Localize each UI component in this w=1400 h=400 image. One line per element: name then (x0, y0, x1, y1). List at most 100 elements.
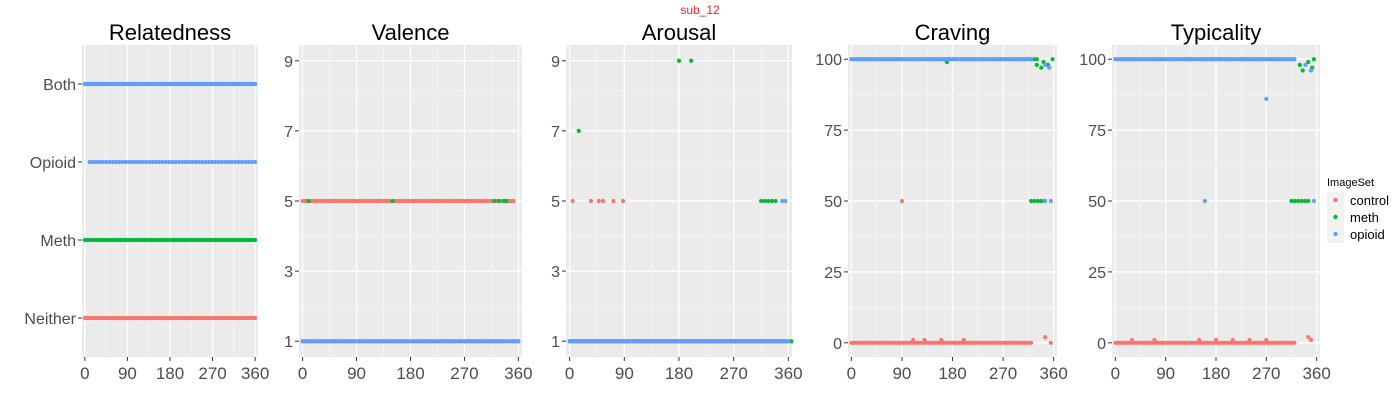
data-point-control (1247, 337, 1252, 343)
y-tick-label: Both (43, 77, 76, 94)
data-point-opioid (588, 339, 594, 344)
y-tick-label: 25 (1088, 265, 1106, 282)
data-point-opioid (689, 339, 694, 344)
data-point-opioid (740, 339, 745, 344)
data-point-opioid (210, 159, 215, 165)
data-point-opioid (477, 339, 482, 344)
data-point-opioid (100, 159, 105, 165)
data-point-opioid (567, 339, 572, 344)
data-point-opioid (206, 159, 211, 165)
data-point-opioid (160, 159, 165, 165)
x-tick-label: 360 (1302, 364, 1330, 383)
data-point-opioid (147, 159, 152, 165)
data-point-opioid (94, 159, 99, 165)
data-point-opioid (513, 339, 518, 344)
data-point-meth (576, 128, 581, 133)
data-point-opioid (123, 159, 129, 165)
data-point-opioid (737, 339, 742, 344)
data-point-opioid (366, 339, 371, 344)
data-point-opioid (441, 339, 446, 344)
data-point-opioid (686, 339, 691, 344)
data-point-opioid (728, 339, 733, 344)
data-point-control (1043, 335, 1048, 340)
data-point-opioid (375, 339, 380, 344)
data-point-opioid (610, 339, 615, 344)
data-point-opioid (780, 198, 785, 204)
data-point-opioid (447, 339, 452, 344)
data-point-opioid (783, 198, 788, 204)
data-point-opioid (414, 339, 419, 344)
data-point-meth (1039, 198, 1044, 204)
data-point-meth (492, 198, 497, 204)
data-point-opioid (127, 159, 132, 165)
data-point-opioid (104, 159, 109, 165)
legend-label: control (1350, 193, 1389, 208)
y-tick-label: 1 (551, 334, 560, 351)
data-point-meth (1032, 198, 1037, 204)
data-point-opioid (768, 339, 773, 344)
data-point-opioid (743, 339, 748, 344)
figure-suptitle: sub_12 (680, 3, 720, 17)
data-point-opioid (1043, 198, 1048, 204)
data-point-opioid (585, 339, 590, 344)
data-point-meth (1306, 59, 1311, 65)
data-point-opioid (219, 159, 225, 165)
data-point-meth (773, 198, 778, 204)
data-point-control (911, 337, 916, 343)
data-point-opioid (97, 159, 102, 165)
data-point-opioid (420, 339, 425, 344)
legend-item-opioid: opioid (1327, 226, 1385, 243)
data-point-opioid (1048, 198, 1053, 204)
panel-title: Typicality (1171, 20, 1261, 45)
data-point-opioid (399, 339, 404, 344)
data-point-opioid (133, 159, 139, 165)
data-point-opioid (492, 339, 497, 344)
data-point-meth (1299, 198, 1304, 204)
y-tick-label: 9 (284, 54, 293, 71)
x-tick-label: 360 (774, 364, 802, 383)
data-point-control (621, 198, 626, 204)
panel-craving: 0 25 50 75 100 0 90 180 270 360 Craving (815, 20, 1068, 383)
x-tick-label: 180 (665, 364, 693, 383)
data-point-opioid (591, 339, 597, 344)
data-point-opioid (249, 159, 254, 165)
data-point-opioid (682, 339, 688, 344)
data-point-opioid (504, 339, 509, 344)
y-tick-label: 75 (824, 123, 842, 140)
data-point-control (1197, 337, 1202, 343)
data-point-opioid (676, 339, 682, 344)
data-point-opioid (163, 159, 168, 165)
legend-item-control: control (1327, 192, 1389, 209)
data-point-opioid (780, 339, 785, 344)
x-tick-label: 90 (347, 364, 366, 383)
data-point-opioid (339, 339, 344, 344)
y-tick-label: 1 (284, 334, 293, 351)
series-control (300, 198, 516, 204)
x-tick-label: 90 (1156, 364, 1175, 383)
data-point-opioid (1303, 62, 1308, 67)
x-tick-label: 180 (1202, 364, 1230, 383)
data-point-opioid (594, 339, 600, 344)
data-point-opioid (306, 339, 311, 344)
data-point-opioid (253, 81, 258, 87)
data-point-opioid (246, 159, 251, 165)
data-point-opioid (426, 339, 431, 344)
data-point-opioid (342, 339, 347, 344)
data-point-opioid (1047, 65, 1052, 70)
panel-typicality: 0 25 50 75 100 0 90 180 270 360 Typicality (1079, 20, 1331, 383)
data-point-meth (1039, 65, 1044, 70)
data-point-opioid (233, 159, 238, 165)
data-point-opioid (573, 339, 578, 344)
data-point-opioid (643, 339, 648, 344)
data-point-opioid (200, 159, 205, 165)
data-point-opioid (731, 339, 736, 344)
data-point-opioid (327, 339, 332, 344)
x-tick-label: 360 (241, 364, 269, 383)
series-opioid (849, 57, 1053, 204)
data-point-opioid (777, 339, 782, 344)
data-point-opioid (87, 159, 92, 165)
data-point-control (922, 337, 927, 343)
data-point-meth (390, 198, 395, 204)
data-point-control (588, 198, 594, 204)
data-point-opioid (180, 159, 185, 165)
